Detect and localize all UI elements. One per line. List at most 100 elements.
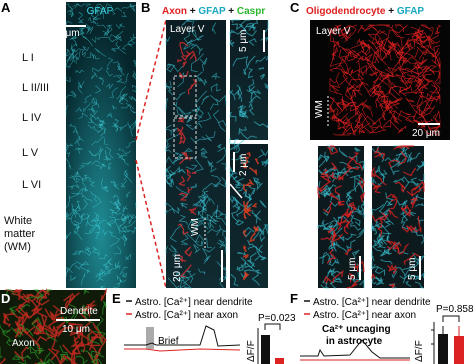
texture-stroke	[337, 125, 348, 132]
texture-stroke	[244, 205, 252, 217]
texture-stroke	[114, 261, 121, 270]
texture-stroke	[403, 167, 417, 177]
texture-stroke	[78, 28, 85, 36]
texture-stroke	[128, 95, 133, 101]
texture-stroke	[113, 74, 123, 77]
texture-stroke	[345, 208, 353, 217]
texture-stroke	[209, 161, 214, 168]
texture-stroke	[165, 144, 172, 153]
texture-stroke	[351, 207, 362, 216]
texture-stroke	[111, 45, 121, 52]
texture-stroke	[378, 238, 390, 246]
texture-stroke	[115, 199, 122, 208]
texture-stroke	[95, 231, 101, 239]
texture-stroke	[71, 212, 77, 224]
panel-label: C	[290, 0, 300, 15]
texture-stroke	[386, 60, 401, 78]
texture-stroke	[345, 239, 356, 252]
texture-stroke	[187, 84, 194, 95]
texture-stroke	[243, 28, 257, 37]
texture-stroke	[200, 147, 208, 153]
texture-stroke	[317, 154, 328, 162]
texture-stroke	[332, 25, 339, 36]
texture-stroke	[108, 33, 118, 43]
panel-title: Axon + GFAP + Caspr	[162, 6, 265, 17]
texture-stroke	[330, 279, 337, 289]
texture-stroke	[120, 236, 126, 247]
texture-stroke	[231, 206, 241, 223]
texture-stroke	[323, 275, 332, 284]
texture-stroke	[91, 36, 97, 43]
texture-stroke	[251, 271, 260, 286]
texture-stroke	[248, 102, 255, 116]
texture-stroke	[393, 110, 413, 123]
texture-stroke	[59, 345, 72, 361]
texture-stroke	[13, 326, 24, 338]
texture-stroke	[414, 32, 431, 49]
texture-stroke	[387, 45, 392, 61]
texture-stroke	[389, 282, 396, 289]
texture-stroke	[362, 209, 365, 218]
texture-stroke	[337, 117, 351, 126]
texture-stroke	[131, 84, 137, 93]
texture-stroke	[411, 31, 424, 42]
texture-stroke	[415, 230, 425, 245]
significance-bracket	[442, 315, 460, 322]
texture-stroke	[253, 121, 269, 129]
texture-stroke	[343, 126, 356, 136]
texture-stroke	[118, 220, 126, 235]
texture-stroke	[36, 352, 51, 364]
texture-stroke	[77, 83, 83, 94]
texture-stroke	[374, 152, 386, 160]
texture-stroke	[370, 62, 397, 80]
texture-stroke	[76, 137, 84, 146]
scale-label: 20 μm	[172, 254, 183, 282]
texture-stroke	[65, 76, 71, 83]
texture-stroke	[384, 82, 397, 97]
texture-stroke	[177, 254, 187, 263]
texture-stroke	[70, 275, 77, 282]
texture-stroke	[233, 142, 241, 153]
texture-stroke	[416, 45, 430, 56]
texture-stroke	[360, 191, 365, 203]
texture-stroke	[116, 76, 126, 84]
texture-stroke	[237, 104, 247, 118]
texture-stroke	[0, 346, 3, 359]
texture-stroke	[360, 40, 370, 54]
texture-stroke	[87, 221, 95, 234]
texture-stroke	[236, 262, 251, 271]
stimulus-label: Brief	[158, 336, 179, 347]
texture-stroke	[66, 53, 75, 62]
texture-stroke	[248, 79, 256, 92]
texture-stroke	[123, 169, 133, 183]
texture-stroke	[377, 24, 391, 27]
texture-stroke	[329, 77, 337, 86]
texture-stroke	[240, 257, 255, 271]
texture-stroke	[244, 191, 252, 202]
texture-stroke	[348, 73, 365, 87]
texture-stroke	[381, 246, 391, 257]
texture-stroke	[90, 9, 99, 21]
texture-stroke	[353, 115, 377, 133]
layer-label: matter	[4, 228, 36, 240]
texture-stroke	[188, 38, 199, 50]
texture-stroke	[390, 166, 400, 176]
texture-stroke	[168, 245, 179, 253]
texture-stroke	[386, 40, 397, 55]
texture-stroke	[348, 164, 359, 170]
layer-label: L VI	[22, 179, 41, 191]
texture-stroke	[413, 182, 422, 192]
texture-stroke	[121, 104, 135, 110]
texture-stroke	[36, 343, 45, 355]
texture-stroke	[353, 217, 361, 227]
texture-stroke	[416, 95, 424, 107]
texture-stroke	[175, 186, 189, 198]
texture-stroke	[84, 228, 93, 235]
texture-stroke	[396, 24, 405, 33]
texture-stroke	[11, 327, 22, 335]
texture-stroke	[361, 45, 371, 56]
texture-stroke	[201, 197, 211, 207]
texture-stroke	[72, 249, 85, 255]
texture-stroke	[195, 234, 204, 246]
